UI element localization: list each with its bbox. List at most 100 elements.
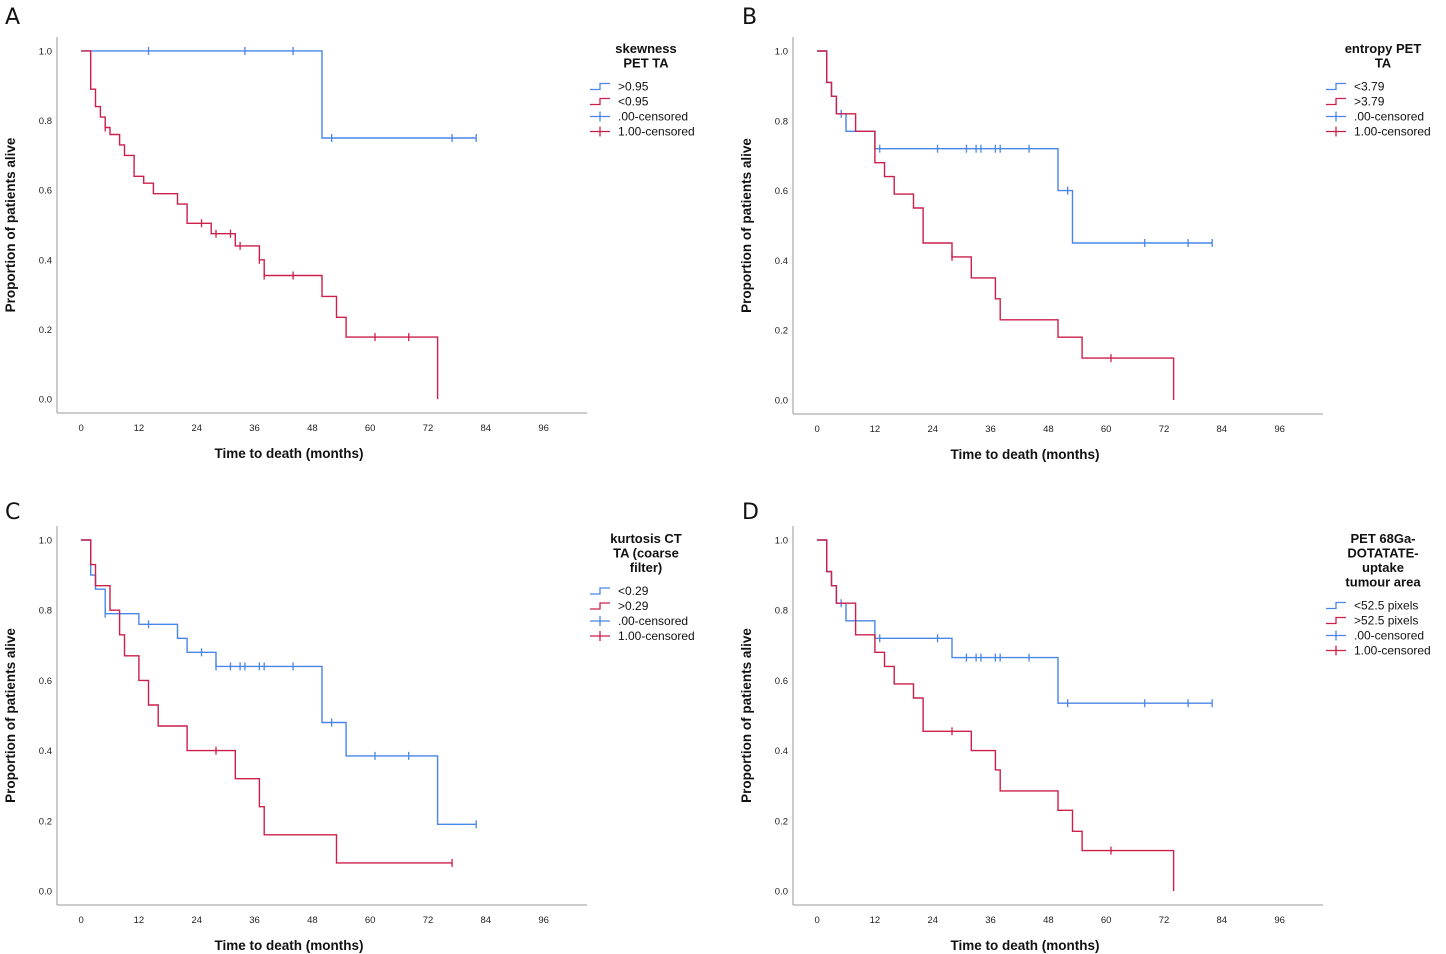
x-tick-label: 36 bbox=[249, 423, 260, 434]
survival-curve-group2 bbox=[817, 50, 1175, 400]
legend-entry-label: 1.00-censored bbox=[1354, 644, 1431, 658]
legend-title: entropy PET bbox=[1345, 41, 1422, 56]
x-axis-title: Time to death (months) bbox=[214, 938, 363, 953]
y-tick-label: 0.0 bbox=[39, 395, 52, 406]
legend-title: TA bbox=[1375, 56, 1392, 71]
x-tick-label: 72 bbox=[423, 915, 434, 926]
legend-entry-label: <0.95 bbox=[618, 95, 649, 109]
legend-title: tumour area bbox=[1345, 575, 1421, 590]
panel-letter: C bbox=[5, 500, 20, 525]
y-tick-label: 1.0 bbox=[775, 46, 788, 57]
legend-title: skewness bbox=[615, 41, 676, 56]
y-tick-label: 0.6 bbox=[775, 676, 788, 687]
y-axis-title: Proportion of patients alive bbox=[739, 628, 754, 803]
legend-title: kurtosis CT bbox=[610, 531, 682, 546]
legend-title: TA (coarse bbox=[613, 546, 679, 561]
x-axis-title: Time to death (months) bbox=[214, 446, 363, 461]
x-tick-label: 36 bbox=[249, 915, 260, 926]
legend-title: filter) bbox=[630, 560, 663, 575]
y-tick-label: 0.4 bbox=[39, 255, 52, 266]
x-tick-label: 72 bbox=[1159, 424, 1170, 435]
x-tick-label: 24 bbox=[191, 423, 202, 434]
y-tick-label: 0.2 bbox=[39, 325, 52, 336]
y-tick-label: 0.8 bbox=[39, 606, 52, 617]
panel-letter: A bbox=[5, 5, 20, 30]
x-tick-label: 60 bbox=[365, 915, 376, 926]
y-tick-label: 0.6 bbox=[39, 186, 52, 197]
y-tick-label: 0.2 bbox=[775, 816, 788, 827]
y-tick-label: 0.2 bbox=[39, 816, 52, 827]
x-axis-title: Time to death (months) bbox=[950, 938, 1099, 953]
x-tick-label: 48 bbox=[1043, 915, 1054, 926]
legend-title: PET 68Ga- bbox=[1350, 531, 1415, 546]
x-tick-label: 0 bbox=[814, 915, 819, 926]
legend-entry-label: .00-censored bbox=[1354, 110, 1424, 124]
y-tick-label: 0.2 bbox=[775, 326, 788, 337]
x-tick-label: 12 bbox=[134, 423, 145, 434]
x-tick-label: 84 bbox=[481, 915, 492, 926]
panel-b: B 0 12 24 36 48 60 72 84 96 0.0 0.2 0.4 0.6 0.8 1.0 Time… bbox=[739, 5, 1431, 462]
x-tick-label: 36 bbox=[985, 424, 996, 435]
x-tick-label: 60 bbox=[1101, 915, 1112, 926]
y-tick-label: 0.6 bbox=[775, 186, 788, 197]
legend-swatch-step bbox=[1326, 616, 1346, 625]
y-axis-title: Proportion of patients alive bbox=[739, 138, 754, 313]
y-axis-title: Proportion of patients alive bbox=[3, 137, 18, 312]
panel-letter: D bbox=[742, 500, 759, 525]
x-tick-label: 84 bbox=[1217, 424, 1228, 435]
legend-entry-label: <52.5 pixels bbox=[1354, 599, 1418, 613]
y-tick-label: 0.8 bbox=[775, 606, 788, 617]
legend-swatch-step bbox=[1326, 82, 1346, 91]
legend-swatch-step bbox=[590, 97, 610, 106]
x-tick-label: 12 bbox=[870, 915, 881, 926]
legend-entry-label: >52.5 pixels bbox=[1354, 614, 1418, 628]
legend-swatch-step bbox=[1326, 601, 1346, 610]
legend-entry-label: >0.95 bbox=[618, 80, 649, 94]
x-tick-label: 0 bbox=[78, 423, 83, 434]
x-tick-label: 84 bbox=[481, 423, 492, 434]
y-tick-label: 0.0 bbox=[775, 396, 788, 407]
survival-curve-group2 bbox=[81, 539, 453, 864]
x-tick-label: 12 bbox=[870, 424, 881, 435]
legend-swatch-step bbox=[1326, 97, 1346, 106]
y-axis-title: Proportion of patients alive bbox=[3, 628, 18, 803]
y-tick-label: 0.4 bbox=[775, 256, 788, 267]
legend-entry-label: 1.00-censored bbox=[1354, 125, 1431, 139]
legend-entry-label: >0.29 bbox=[618, 599, 649, 613]
survival-curve-group1 bbox=[817, 50, 1213, 244]
legend-swatch-step bbox=[590, 602, 610, 610]
x-tick-label: 72 bbox=[423, 423, 434, 434]
legend-entry-label: <3.79 bbox=[1354, 80, 1385, 94]
x-tick-label: 96 bbox=[538, 423, 549, 434]
x-tick-label: 24 bbox=[191, 915, 202, 926]
legend-entry-label: 1.00-censored bbox=[618, 125, 695, 139]
x-tick-label: 96 bbox=[538, 915, 549, 926]
survival-curve-group2 bbox=[817, 539, 1175, 891]
x-tick-label: 60 bbox=[1101, 424, 1112, 435]
panel-c: C 0 12 24 36 48 60 72 84 96 0.0 0.2 0.4 0.6 0.8 1.0 Time… bbox=[3, 500, 695, 953]
legend-title: uptake bbox=[1362, 560, 1404, 575]
legend-swatch-step bbox=[590, 82, 610, 91]
y-tick-label: 1.0 bbox=[775, 536, 788, 547]
y-tick-label: 1.0 bbox=[39, 536, 52, 547]
x-tick-label: 48 bbox=[1043, 424, 1054, 435]
legend-entry-label: .00-censored bbox=[618, 614, 688, 628]
panel-a: A 0 12 24 36 48 60 72 84 96 0.0 0.2 0.4 0.6 0.8 1.0 Time… bbox=[3, 5, 695, 461]
x-tick-label: 36 bbox=[985, 915, 996, 926]
survival-curve-group1 bbox=[817, 539, 1213, 704]
y-tick-label: 0.8 bbox=[39, 116, 52, 127]
y-tick-label: 0.0 bbox=[39, 886, 52, 897]
x-tick-label: 12 bbox=[134, 915, 145, 926]
y-tick-label: 0.0 bbox=[775, 886, 788, 897]
y-tick-label: 0.8 bbox=[775, 116, 788, 127]
y-tick-label: 0.6 bbox=[39, 676, 52, 687]
legend-swatch-step bbox=[590, 587, 610, 595]
x-tick-label: 72 bbox=[1159, 915, 1170, 926]
legend-entry-label: .00-censored bbox=[1354, 629, 1424, 643]
y-tick-label: 1.0 bbox=[39, 46, 52, 57]
